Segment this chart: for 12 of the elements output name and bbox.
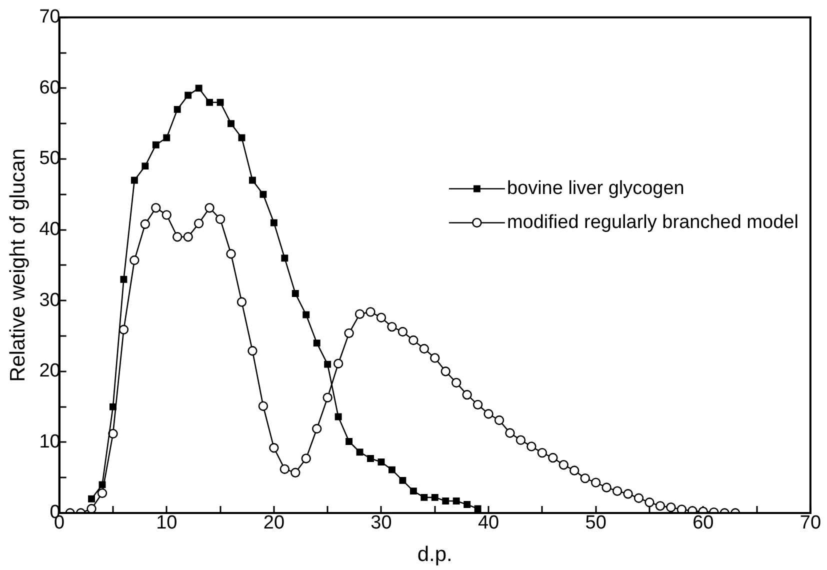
x-tick-label: 40 — [478, 512, 500, 534]
x-tick-label: 30 — [370, 512, 392, 534]
x-tick-label: 60 — [692, 512, 714, 534]
x-tick-label: 20 — [263, 512, 285, 534]
y-tick-label: 70 — [39, 6, 60, 28]
y-axis-title: Relative weight of glucan — [6, 148, 30, 382]
x-axis-title: d.p. — [417, 543, 452, 566]
x-tick-label: 10 — [156, 512, 178, 534]
legend-label: bovine liver glycogen — [506, 178, 684, 199]
x-tick-label: 50 — [585, 512, 606, 534]
x-tick-label: 70 — [800, 512, 822, 534]
legend-label: modified regularly branched model — [506, 212, 798, 233]
